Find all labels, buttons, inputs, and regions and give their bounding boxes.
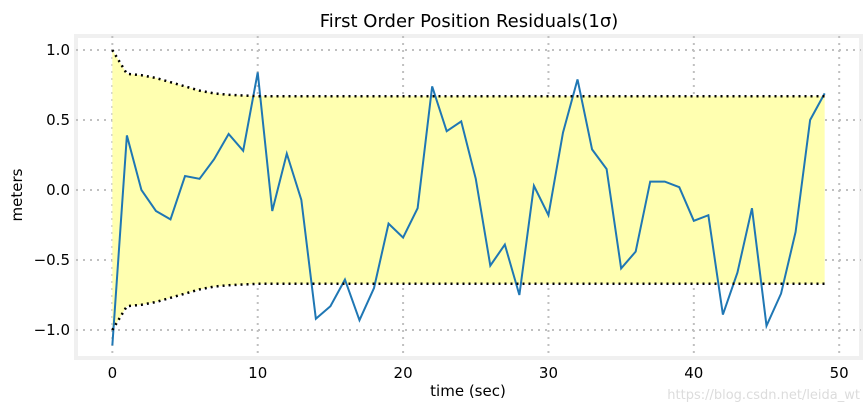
upper-sigma-line [111, 49, 825, 98]
y-tick-label: 0.0 [46, 181, 70, 199]
y-tick-label: −0.5 [34, 251, 70, 269]
chart-title: First Order Position Residuals(1σ) [320, 11, 619, 32]
y-tick-label: 0.5 [46, 111, 70, 129]
x-axis-ticks: 0 10 20 30 40 50 [108, 364, 849, 382]
x-tick-label: 50 [830, 364, 849, 382]
residual-line [111, 72, 826, 346]
residual-series [111, 72, 826, 346]
sigma-band-fill [112, 50, 825, 330]
y-axis-label: meters [8, 168, 26, 221]
x-tick-label: 10 [248, 364, 267, 382]
y-tick-label: −1.0 [34, 321, 70, 339]
x-tick-label: 30 [539, 364, 558, 382]
x-axis-label: time (sec) [430, 382, 506, 400]
sigma-band [112, 50, 825, 330]
x-tick-label: 20 [394, 364, 413, 382]
watermark: https://blog.csdn.net/leida_wt [667, 388, 860, 403]
y-tick-label: 1.0 [46, 41, 70, 59]
y-axis-ticks: −1.0 −0.5 0.0 0.5 1.0 [34, 41, 70, 339]
x-tick-label: 0 [108, 364, 118, 382]
x-tick-label: 40 [684, 364, 703, 382]
lower-sigma-line [111, 282, 825, 331]
plot-frame [74, 34, 863, 360]
